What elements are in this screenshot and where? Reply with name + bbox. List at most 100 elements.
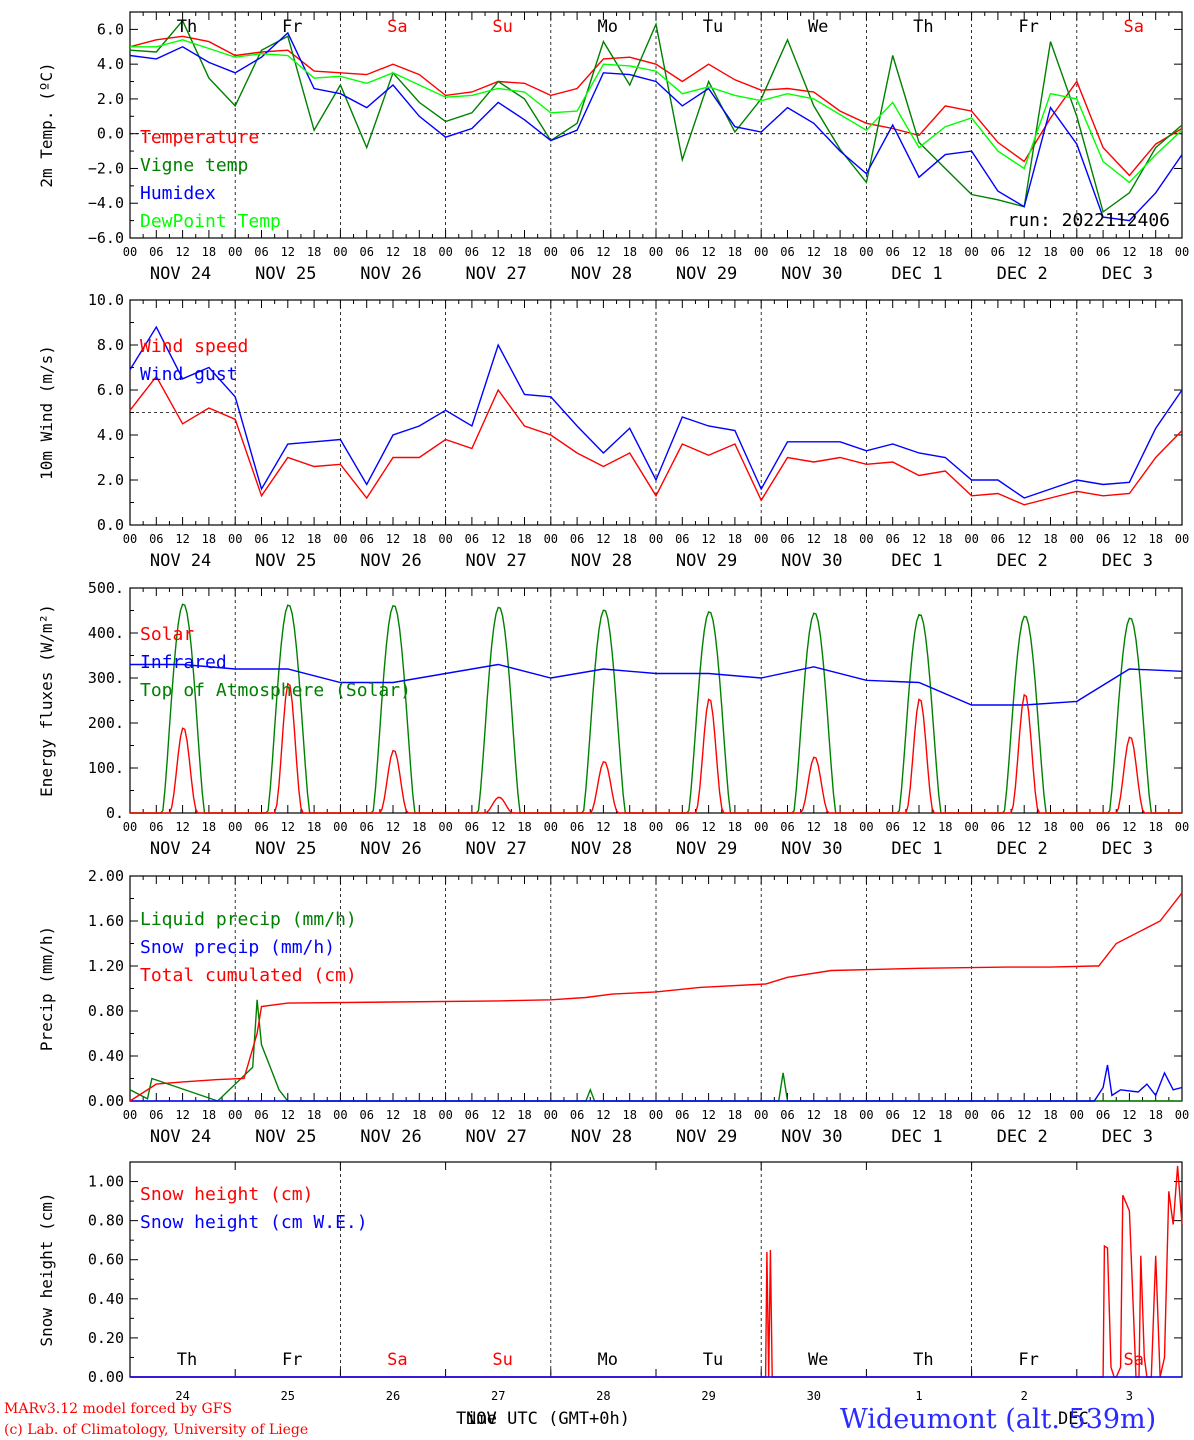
legend-entry: Top of Atmosphere (Solar): [140, 680, 411, 701]
x-hour-label: 06: [780, 1108, 794, 1122]
x-hour-label: 06: [570, 245, 584, 259]
x-hour-label: 06: [780, 245, 794, 259]
y-tick-label: 2.0: [97, 471, 124, 489]
x-hour-label: 00: [754, 820, 768, 834]
x-hour-label: 12: [175, 820, 189, 834]
x-date-label: NOV 30: [781, 551, 842, 571]
x-hour-label: 06: [780, 820, 794, 834]
time-axis-label: Time UTC (GMT+0h): [456, 1409, 630, 1429]
day-of-week-label: Fr: [282, 1350, 302, 1370]
day-of-week-label: Mo: [598, 1350, 618, 1370]
x-hour-label: 12: [175, 532, 189, 546]
series-line-dewpoint-temp: [130, 39, 1183, 184]
series-line-vigne-temp: [129, 19, 1183, 214]
x-hour-label: 12: [912, 245, 926, 259]
x-date-label: DEC 3: [1102, 264, 1153, 284]
x-hour-label: 18: [622, 1108, 636, 1122]
x-date-label: NOV 24: [150, 1127, 211, 1147]
x-hour-label: 18: [938, 245, 952, 259]
x-hour-label: 18: [202, 820, 216, 834]
x-hour-label: 12: [175, 245, 189, 259]
x-hour-label: 00: [1070, 532, 1084, 546]
x-hour-label: 00: [859, 532, 873, 546]
x-hour-label: 12: [701, 820, 715, 834]
x-hour-label: 18: [728, 245, 742, 259]
x-hour-label: 06: [254, 532, 268, 546]
lab-credit: (c) Lab. of Climatology, University of L…: [4, 1422, 308, 1438]
y-tick-label: 0.80: [88, 1212, 124, 1230]
y-tick-label: −6.0: [88, 229, 124, 247]
y-tick-label: 500.: [88, 579, 124, 597]
x-hour-label: 06: [254, 245, 268, 259]
x-hour-label: 00: [123, 820, 137, 834]
x-hour-label: 00: [1175, 1108, 1189, 1122]
x-hour-label: 06: [465, 245, 479, 259]
x-date-label: NOV 28: [571, 551, 632, 571]
x-hour-label: 12: [281, 1108, 295, 1122]
x-hour-label: 00: [123, 532, 137, 546]
x-date-label: DEC 1: [891, 264, 942, 284]
energy-flux-panel: 500. 400. 300. 200. 100. 0. Energy fluxes (W/m…: [37, 579, 1189, 859]
x-date-label: NOV 24: [150, 839, 211, 859]
snow-height-panel: 1.00 0.80 0.60 0.40 0.20 0.00 Snow height (cm)…: [37, 1161, 1183, 1403]
day-number-label: 29: [701, 1389, 715, 1403]
x-date-label: NOV 28: [571, 1127, 632, 1147]
y-tick-label: 0.00: [88, 1368, 124, 1386]
x-hour-label: 12: [491, 532, 505, 546]
x-date-label: DEC 2: [997, 839, 1048, 859]
day-number-label: 27: [491, 1389, 505, 1403]
x-hour-label: 18: [833, 820, 847, 834]
x-date-label: NOV 30: [781, 1127, 842, 1147]
y-tick-label: 2.0: [97, 90, 124, 108]
day-of-week-label: Su: [492, 1350, 512, 1370]
x-hour-label: 18: [1148, 532, 1162, 546]
x-hour-label: 00: [228, 245, 242, 259]
x-hour-label: 00: [754, 1108, 768, 1122]
x-hour-label: 06: [149, 1108, 163, 1122]
day-number-label: 30: [807, 1389, 821, 1403]
x-hour-label: 18: [1148, 820, 1162, 834]
station-label: Wideumont (alt. 539m): [840, 1404, 1156, 1435]
x-date-label: NOV 25: [255, 1127, 316, 1147]
y-tick-label: 100.: [88, 759, 124, 777]
series-line-wind-gust: [129, 325, 1183, 499]
legend-entry: Solar: [140, 624, 194, 645]
legend-entry: Snow precip (mm/h): [140, 937, 335, 958]
x-hour-label: 12: [491, 820, 505, 834]
x-date-label: NOV 28: [571, 839, 632, 859]
x-hour-label: 00: [649, 532, 663, 546]
legend-entry: DewPoint Temp: [140, 211, 281, 232]
x-hour-label: 00: [859, 245, 873, 259]
y-tick-label: 200.: [88, 714, 124, 732]
x-hour-label: 00: [438, 820, 452, 834]
x-hour-label: 18: [938, 1108, 952, 1122]
day-of-week-label: Sa: [1124, 1350, 1144, 1370]
x-date-label: DEC 3: [1102, 1127, 1153, 1147]
x-date-label: NOV 29: [676, 1127, 737, 1147]
y-tick-label: 10.0: [88, 291, 124, 309]
x-hour-label: 12: [1122, 1108, 1136, 1122]
x-hour-label: 12: [807, 245, 821, 259]
x-hour-label: 12: [386, 532, 400, 546]
x-hour-label: 12: [281, 245, 295, 259]
x-hour-label: 00: [649, 245, 663, 259]
x-hour-label: 18: [517, 532, 531, 546]
day-of-week-label: Su: [492, 17, 512, 37]
x-hour-label: 06: [359, 820, 373, 834]
x-date-label: DEC 1: [891, 839, 942, 859]
x-hour-label: 06: [570, 532, 584, 546]
x-hour-label: 12: [912, 532, 926, 546]
x-hour-label: 12: [386, 1108, 400, 1122]
x-hour-label: 12: [807, 820, 821, 834]
x-hour-label: 18: [412, 820, 426, 834]
x-hour-label: 06: [1096, 1108, 1110, 1122]
run-annotation: run: 2022112406: [1007, 210, 1170, 231]
y-tick-label: 4.0: [97, 426, 124, 444]
x-hour-label: 12: [1017, 245, 1031, 259]
series-line-snow-height-cm-: [130, 1165, 1183, 1378]
x-hour-label: 00: [544, 1108, 558, 1122]
y-tick-label: 1.00: [88, 1173, 124, 1191]
x-date-label: NOV 27: [465, 551, 526, 571]
x-hour-label: 00: [754, 245, 768, 259]
x-hour-label: 06: [991, 245, 1005, 259]
